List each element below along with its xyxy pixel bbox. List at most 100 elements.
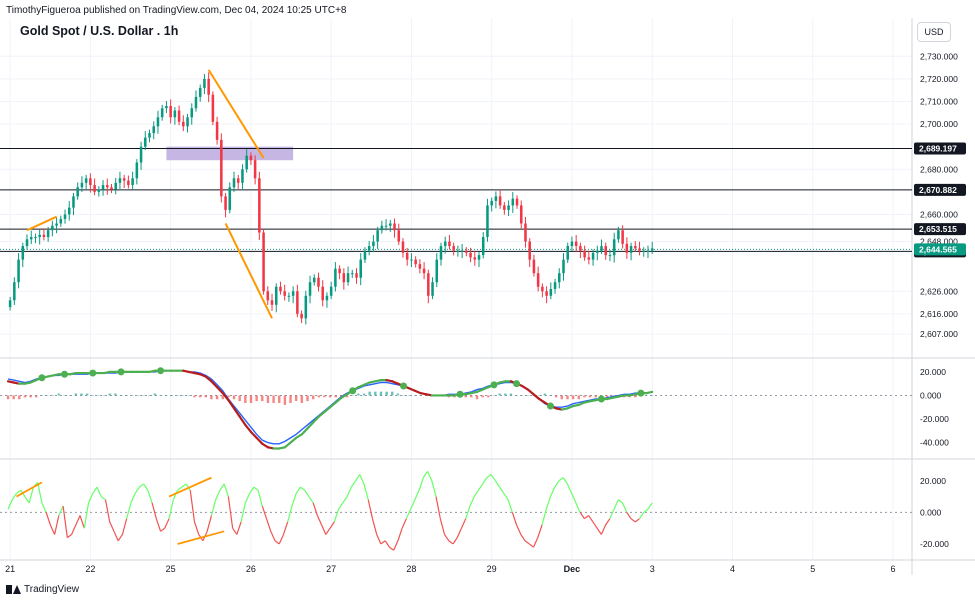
oscillator-segment xyxy=(130,493,136,504)
oscillator-segment xyxy=(177,486,183,491)
candle-body xyxy=(460,250,464,252)
macd-cross-dot xyxy=(637,389,645,397)
macd-histogram-bar xyxy=(588,395,592,398)
macd-histogram-bar xyxy=(328,395,332,398)
macd-histogram-bar xyxy=(238,395,241,402)
currency-button[interactable]: USD xyxy=(917,22,951,42)
macd-histogram-bar xyxy=(272,395,275,403)
candle xyxy=(515,195,519,209)
candle xyxy=(232,171,236,193)
y-tick-label: 2,660.000 xyxy=(920,209,958,219)
candle xyxy=(566,242,569,264)
candle xyxy=(101,180,105,196)
candle-body xyxy=(587,257,591,260)
macd-histogram-bar xyxy=(131,395,134,396)
candle xyxy=(182,115,185,132)
macd-histogram-bar xyxy=(261,395,264,402)
supply-zone-rect xyxy=(166,146,294,161)
oscillator-segment xyxy=(397,527,403,541)
candle-body xyxy=(122,178,126,181)
candle-body xyxy=(203,78,206,88)
candle xyxy=(228,182,232,214)
candle-body xyxy=(494,196,498,201)
candle-body xyxy=(291,291,295,296)
candle xyxy=(211,91,215,126)
candle-body xyxy=(173,110,177,118)
candle xyxy=(135,159,139,185)
candle xyxy=(579,242,582,259)
candle-body xyxy=(72,196,75,208)
oscillator-segment xyxy=(333,509,340,523)
candle xyxy=(312,274,316,286)
candle-body xyxy=(160,108,164,118)
candle-body xyxy=(604,246,608,256)
price-level-tag: 2,653.515 xyxy=(914,223,966,236)
candle-body xyxy=(380,225,384,231)
candle xyxy=(118,171,122,189)
macd-histogram-bar xyxy=(80,393,83,396)
macd-histogram-bar xyxy=(244,395,247,403)
y-tick-label: 0.000 xyxy=(920,390,942,400)
candle-body xyxy=(536,273,540,287)
oscillator-segment xyxy=(363,483,369,500)
last-price-tag: 2,644.565 xyxy=(914,243,966,256)
oscillator-segment xyxy=(537,524,543,538)
candle xyxy=(372,235,375,253)
oscillator-segment xyxy=(325,527,331,535)
oscillator-segment xyxy=(215,490,221,500)
candle-body xyxy=(118,178,122,183)
macd-histogram-bar xyxy=(74,393,78,396)
candle-body xyxy=(325,295,329,301)
candle-body xyxy=(21,246,25,260)
candle xyxy=(279,281,282,295)
oscillator-segment xyxy=(630,518,636,523)
candle xyxy=(224,192,227,218)
macd-histogram-bar xyxy=(379,391,383,396)
oscillator-segment xyxy=(380,540,386,545)
candle xyxy=(486,198,489,242)
oscillator-segment xyxy=(439,518,446,535)
candle xyxy=(21,242,25,268)
candle xyxy=(524,216,527,248)
macd-histogram-bar xyxy=(492,395,496,396)
candle xyxy=(13,277,16,306)
candle xyxy=(80,176,84,193)
x-tick-label: 21 xyxy=(5,564,15,574)
oscillator-segment xyxy=(384,540,390,548)
candle xyxy=(274,283,278,313)
macd-slow-segment xyxy=(317,410,326,418)
candle-body xyxy=(13,282,16,301)
oscillator-segment xyxy=(160,527,166,532)
candle-body xyxy=(617,230,620,240)
macd-cross-dot xyxy=(513,380,521,388)
candle-body xyxy=(80,182,84,188)
macd-slow-segment xyxy=(227,399,236,410)
candle-body xyxy=(634,246,637,249)
candle xyxy=(177,105,181,126)
candle-body xyxy=(642,250,646,252)
oscillator-segment xyxy=(422,470,429,478)
candle xyxy=(456,245,460,257)
oscillator-segment xyxy=(7,499,13,510)
candle xyxy=(498,189,502,209)
macd-slow-segment xyxy=(306,421,315,430)
candle-body xyxy=(591,252,595,260)
candle-body xyxy=(182,121,185,127)
candle-body xyxy=(110,187,113,190)
candle-body xyxy=(342,273,346,283)
candle xyxy=(638,241,641,256)
y-tick-label: 2,680.000 xyxy=(920,164,958,174)
candle xyxy=(503,202,506,215)
oscillator-segment xyxy=(431,480,437,497)
candle-body xyxy=(97,189,101,192)
oscillator-segment xyxy=(588,515,594,523)
candle-body xyxy=(498,196,502,206)
candle-body xyxy=(608,255,612,257)
candle xyxy=(405,247,409,266)
candle-body xyxy=(59,218,63,224)
oscillator-segment xyxy=(172,490,179,500)
macd-histogram-bar xyxy=(554,395,558,398)
oscillator-segment xyxy=(257,490,263,507)
macd-histogram-bar xyxy=(227,395,230,398)
